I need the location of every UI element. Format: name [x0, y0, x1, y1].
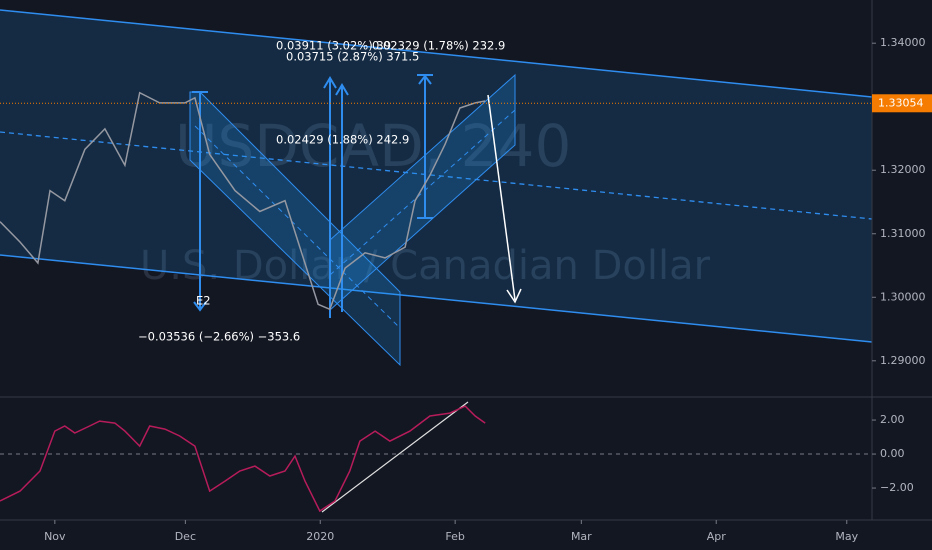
- y-tick-label: 1.29000: [880, 354, 926, 367]
- y-tick-label: 1.34000: [880, 36, 926, 49]
- oscillator-trendline: [321, 401, 469, 513]
- x-tick-label: Mar: [571, 530, 592, 543]
- x-tick-label: May: [835, 530, 858, 543]
- channel-bottom: [0, 254, 873, 343]
- x-tick-label: Feb: [445, 530, 464, 543]
- x-tick-label: Dec: [175, 530, 196, 543]
- y-tick-label: 2.00: [880, 413, 905, 426]
- x-tick-label: Nov: [44, 530, 66, 543]
- projection-arrow: [487, 94, 516, 301]
- channel-mid: [0, 131, 873, 220]
- annotation: 0.02429 (1.88%) 242.9: [276, 133, 409, 147]
- annotation: −0.03536 (−2.66%) −353.6: [138, 330, 300, 344]
- last-price-label: 1.33054: [878, 96, 924, 109]
- down-channel: [189, 91, 401, 367]
- y-tick-label: 1.31000: [880, 227, 926, 240]
- projection-arrow-head: [506, 288, 522, 304]
- y-tick-label: −2.00: [880, 481, 914, 494]
- price-line: [0, 405, 486, 513]
- y-tick-label: 1.30000: [880, 290, 926, 303]
- watermark-subtitle: U.S. Dollar / Canadian Dollar: [140, 243, 711, 289]
- annotation: 0.03715 (2.87%) 371.5: [286, 50, 419, 64]
- y-tick-label: 1.32000: [880, 163, 926, 176]
- x-tick-label: 2020: [306, 530, 334, 543]
- annotation: 0.02329 (1.78%) 232.9: [372, 39, 505, 53]
- channel-top: [0, 9, 873, 98]
- watermark: USDCAD, 240: [175, 112, 571, 180]
- down-channel-mid: [194, 125, 401, 329]
- x-tick-label: Apr: [707, 530, 727, 543]
- price-line: [0, 91, 486, 311]
- y-tick-label: 0.00: [880, 447, 905, 460]
- channel: [0, 10, 872, 342]
- last-price-box: [872, 94, 932, 113]
- annotation: E2: [196, 294, 211, 308]
- annotation: 0.03911 (3.02%) 39: [276, 39, 391, 53]
